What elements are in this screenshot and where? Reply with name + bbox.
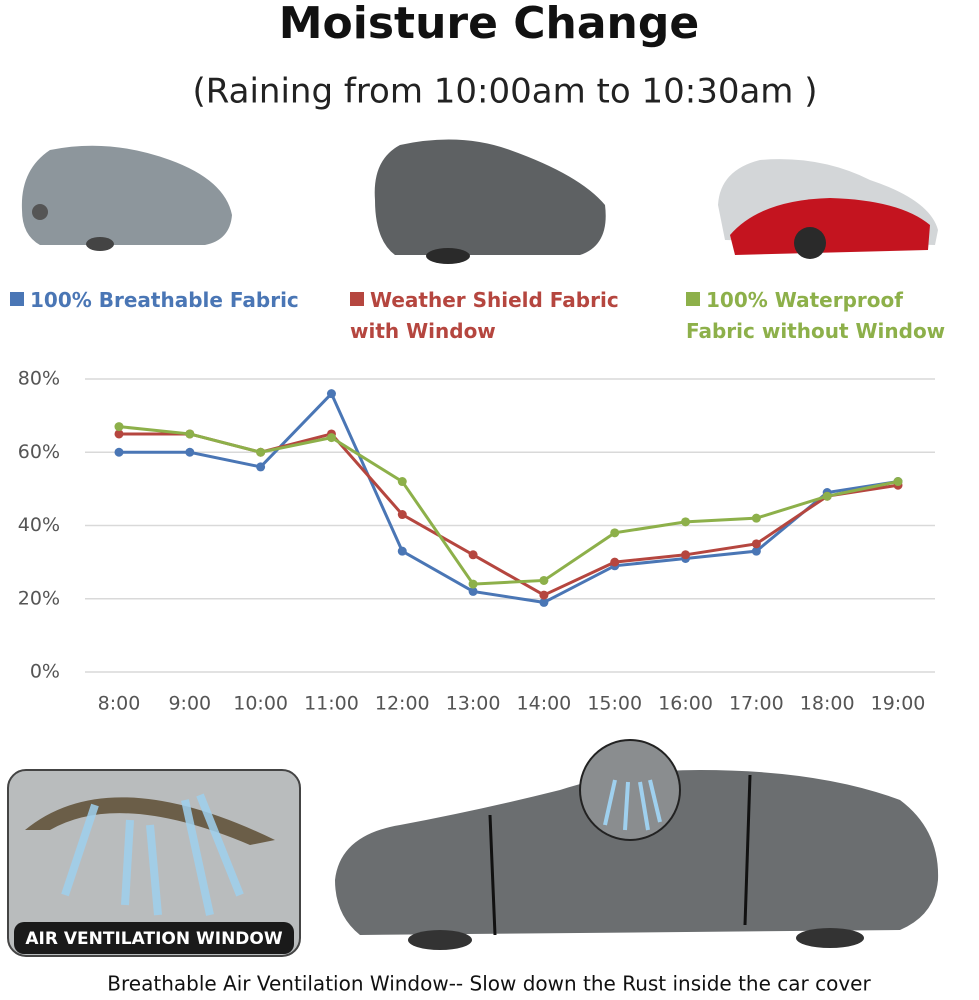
x-tick-label: 19:00 <box>871 693 926 715</box>
series-line <box>118 425 899 586</box>
vent-window-photo: AIR VENTILATION WINDOW <box>7 769 301 957</box>
legend-item: 100% Waterproof Fabric without Window <box>686 285 978 347</box>
point <box>610 557 620 567</box>
point <box>397 510 407 520</box>
legend-item: 100% Breathable Fabric <box>10 285 299 316</box>
chart-subtitle: (Raining from 10:00am to 10:30am ) <box>193 72 818 112</box>
legend-swatch <box>686 292 700 306</box>
legend-swatch <box>350 292 364 306</box>
point <box>893 477 903 487</box>
legend-label: Weather Shield Fabric with Window <box>350 288 619 343</box>
point <box>681 550 691 560</box>
point <box>681 517 691 527</box>
x-tick-label: 15:00 <box>587 693 642 715</box>
x-tick-label: 16:00 <box>658 693 713 715</box>
point <box>114 422 124 432</box>
point <box>256 462 266 472</box>
x-tick-label: 11:00 <box>304 693 359 715</box>
point <box>397 477 407 487</box>
point <box>751 546 761 556</box>
legend-label: 100% Breathable Fabric <box>30 288 299 312</box>
car-cover-2 <box>374 139 606 264</box>
legend-item: Weather Shield Fabric with Window <box>350 285 620 347</box>
point <box>468 586 478 596</box>
point <box>185 429 195 439</box>
series-line <box>119 391 899 604</box>
car-cover-large <box>335 739 939 950</box>
x-tick-label: 9:00 <box>168 693 211 715</box>
x-tick-label: 13:00 <box>446 693 501 715</box>
point <box>114 447 124 457</box>
point <box>256 447 266 457</box>
series-line <box>119 432 899 597</box>
x-tick-label: 10:00 <box>233 693 288 715</box>
y-tick-label: 0% <box>30 661 60 683</box>
car-cover-1 <box>21 145 232 251</box>
y-tick-label: 20% <box>18 587 60 609</box>
point <box>326 433 336 443</box>
point <box>751 513 761 523</box>
point <box>539 575 549 585</box>
point <box>114 429 124 439</box>
point <box>822 491 832 501</box>
chart-title: Moisture Change <box>279 0 699 49</box>
legend-swatch <box>10 292 24 306</box>
point <box>468 550 478 560</box>
point <box>185 447 195 457</box>
point <box>539 590 549 600</box>
y-tick-label: 60% <box>18 441 60 463</box>
legend-label: 100% Waterproof Fabric without Window <box>686 288 946 343</box>
y-tick-label: 40% <box>18 514 60 536</box>
point <box>751 539 761 549</box>
point <box>468 579 478 589</box>
x-tick-label: 12:00 <box>375 693 430 715</box>
x-tick-label: 18:00 <box>800 693 855 715</box>
x-tick-label: 8:00 <box>98 693 141 715</box>
point <box>539 597 549 607</box>
x-tick-label: 17:00 <box>729 693 784 715</box>
photo-caption: AIR VENTILATION WINDOW <box>25 929 282 949</box>
point <box>610 528 620 538</box>
y-tick-label: 80% <box>18 368 60 390</box>
x-tick-label: 14:00 <box>517 693 572 715</box>
car-cover-3 <box>718 159 938 259</box>
point <box>326 389 336 399</box>
point <box>397 546 407 556</box>
bottom-caption: Breathable Air Ventilation Window-- Slow… <box>107 972 871 996</box>
